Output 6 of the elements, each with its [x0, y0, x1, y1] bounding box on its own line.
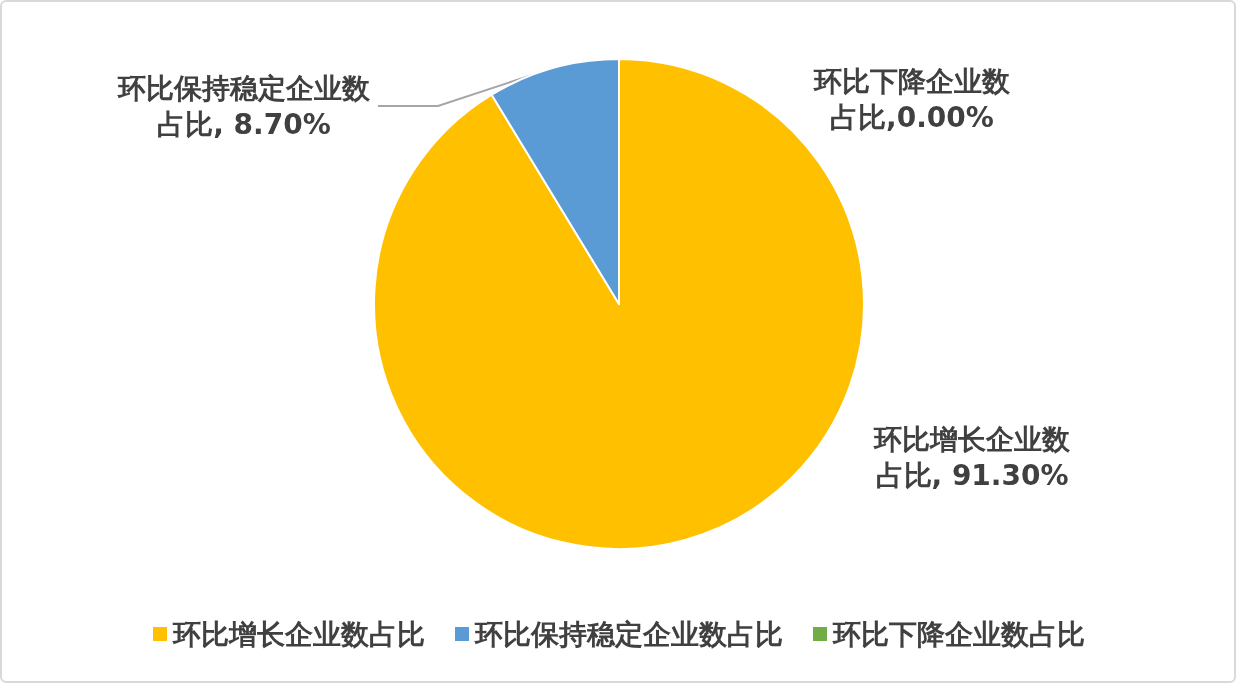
legend-label: 环比增长企业数占比: [172, 617, 425, 651]
legend-label: 环比保持稳定企业数占比: [474, 617, 783, 651]
legend-label: 环比下降企业数占比: [832, 617, 1085, 651]
data-label: 环比增长企业数占比, 91.30%: [873, 422, 1071, 492]
data-label: 环比保持稳定企业数占比, 8.70%: [117, 71, 371, 141]
text: 环比下降企业数占比,0.00%: [814, 64, 1010, 134]
